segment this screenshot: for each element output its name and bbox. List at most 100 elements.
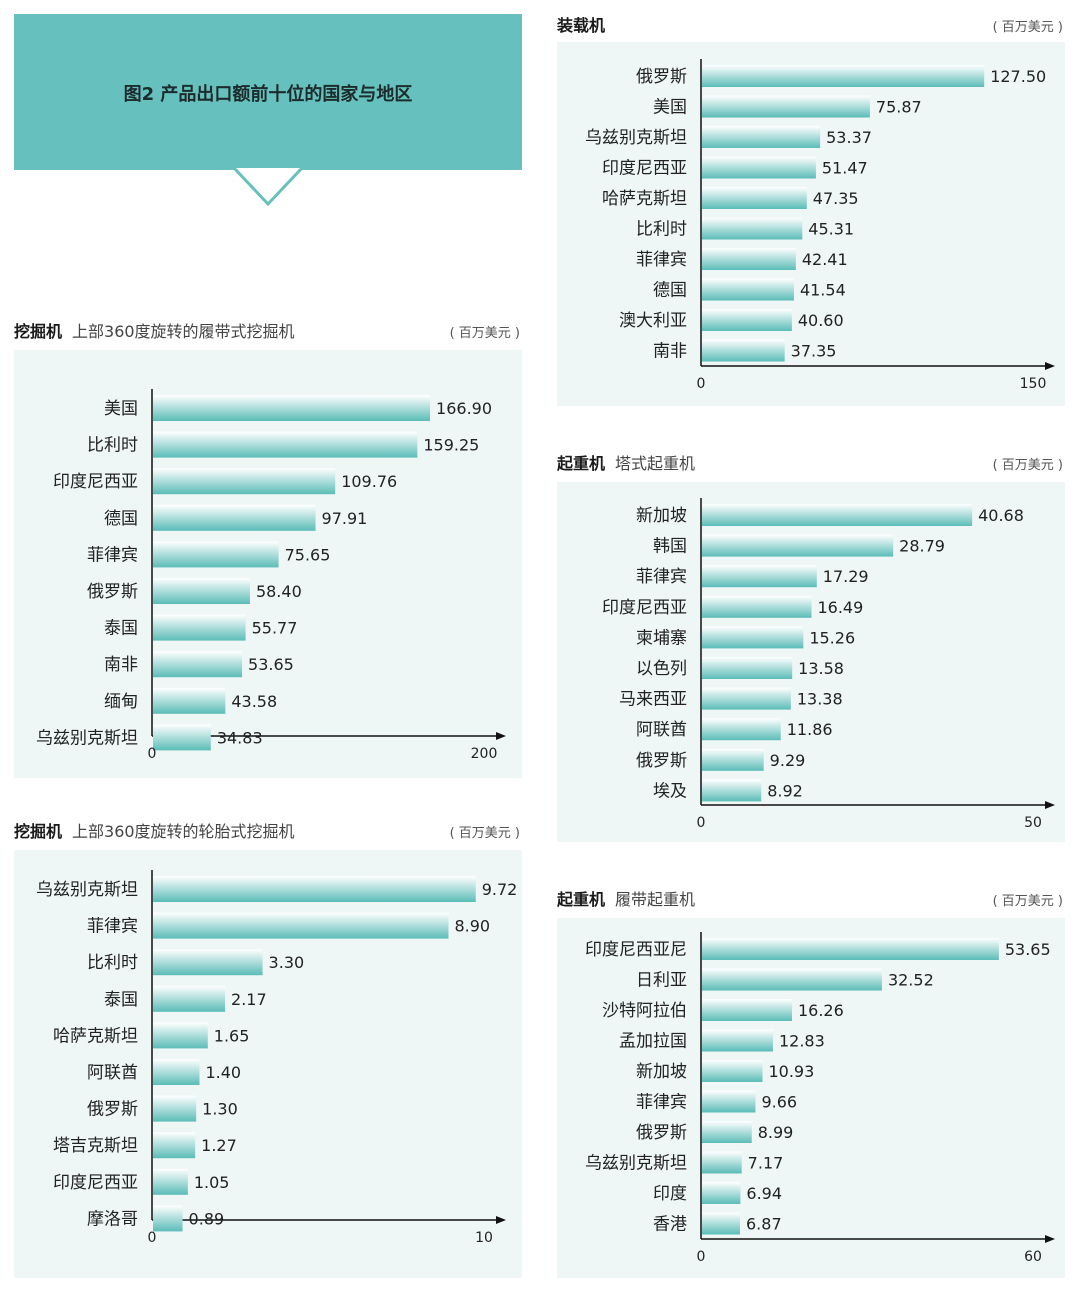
bar xyxy=(153,1205,183,1232)
data-label: 12.83 xyxy=(779,1032,825,1051)
chart-plot: 俄罗斯 127.50 美国 75.87 乌兹别克斯坦 53.37 印度尼西亚 51.47 哈萨克… xyxy=(585,59,1055,392)
chart-crawler-crane: 起重机 履带起重机 ( 百万美元 ) 印度尼西亚尼 53.65 日利亚 32.52 沙特阿… xyxy=(557,884,1065,1278)
data-label: 17.29 xyxy=(823,567,869,586)
chart-unit-label: ( 百万美元 ) xyxy=(449,326,520,341)
chart-title: 起重机 塔式起重机 xyxy=(557,450,695,474)
bar xyxy=(702,1029,773,1052)
x-axis-arrow xyxy=(1045,1235,1055,1243)
data-label: 37.35 xyxy=(791,342,837,361)
chart-title: 装载机 xyxy=(557,12,615,36)
bar xyxy=(153,468,336,495)
data-label: 6.94 xyxy=(746,1184,782,1203)
bar xyxy=(702,687,791,710)
data-label: 43.58 xyxy=(231,692,277,711)
bar xyxy=(702,156,816,179)
data-label: 32.52 xyxy=(888,971,934,990)
bar xyxy=(153,504,316,531)
data-label: 6.87 xyxy=(746,1215,782,1234)
bar xyxy=(153,876,476,902)
category-label: 印度尼西亚 xyxy=(53,1173,138,1193)
category-label: 阿联酋 xyxy=(87,1063,138,1083)
x-axis-arrow xyxy=(496,732,506,740)
tick-label: 0 xyxy=(148,1230,157,1246)
chart-plot: 乌兹别克斯坦 9.72 菲律宾 8.90 比利时 3.30 泰国 2.17 哈萨克斯坦 1.65 阿… xyxy=(36,870,517,1246)
category-label: 马来西亚 xyxy=(619,690,687,710)
chart-crawler-excavator: 挖掘机 上部360度旋转的履带式挖掘机 ( 百万美元 ) 美国 166.90 比利时 1… xyxy=(14,316,522,778)
data-label: 1.30 xyxy=(202,1100,238,1119)
bar xyxy=(702,187,807,209)
chart-loader: 装载机 ( 百万美元 ) 俄罗斯 127.50 美国 75.87 乌兹别克斯坦 53.37… xyxy=(557,10,1065,406)
data-label: 0.89 xyxy=(189,1209,225,1228)
chart-unit-label: ( 百万美元 ) xyxy=(992,20,1063,35)
data-label: 28.79 xyxy=(899,537,945,556)
data-label: 58.40 xyxy=(256,582,302,601)
category-label: 乌兹别克斯坦 xyxy=(585,1154,687,1174)
data-label: 1.40 xyxy=(205,1063,241,1082)
category-label: 南非 xyxy=(104,655,138,675)
data-label: 11.86 xyxy=(787,720,833,739)
bar xyxy=(702,1060,763,1082)
category-label: 乌兹别克斯坦 xyxy=(585,128,687,148)
category-label: 澳大利亚 xyxy=(619,311,687,331)
data-label: 51.47 xyxy=(822,159,868,178)
chart-title-main: 起重机 xyxy=(557,890,606,909)
x-axis-arrow xyxy=(1045,362,1055,370)
data-label: 8.99 xyxy=(758,1123,794,1142)
chart-title-main: 挖掘机 xyxy=(14,822,63,841)
category-label: 新加坡 xyxy=(636,1062,687,1082)
x-axis-arrow xyxy=(1045,801,1055,809)
data-label: 15.26 xyxy=(809,628,855,647)
data-label: 2.17 xyxy=(231,990,267,1009)
data-label: 109.76 xyxy=(341,472,397,491)
data-label: 127.50 xyxy=(990,67,1046,86)
category-label: 印度 xyxy=(653,1184,687,1204)
data-label: 1.27 xyxy=(201,1136,237,1155)
tick-label: 50 xyxy=(1024,815,1042,831)
bar xyxy=(702,534,894,557)
bar xyxy=(702,217,803,240)
chart-unit-label: ( 百万美元 ) xyxy=(992,894,1063,909)
bar xyxy=(702,504,973,526)
bar xyxy=(702,718,781,741)
bar xyxy=(702,565,817,588)
bar xyxy=(702,657,793,679)
bar xyxy=(153,541,279,568)
bar xyxy=(153,1095,197,1122)
bar xyxy=(153,949,263,976)
tick-label: 0 xyxy=(148,746,157,762)
chart-panel: 乌兹别克斯坦 9.72 菲律宾 8.90 比利时 3.30 泰国 2.17 哈萨克斯坦 1.65 阿… xyxy=(14,850,522,1278)
category-label: 柬埔寨 xyxy=(636,628,687,648)
category-label: 乌兹别克斯坦 xyxy=(36,728,138,748)
bar xyxy=(153,1168,188,1195)
category-label: 缅甸 xyxy=(104,692,138,712)
category-label: 德国 xyxy=(104,509,138,529)
data-label: 97.91 xyxy=(322,509,368,528)
data-label: 8.92 xyxy=(767,781,803,800)
data-label: 41.54 xyxy=(800,281,846,300)
tick-label: 150 xyxy=(1020,376,1047,392)
category-label: 摩洛哥 xyxy=(87,1209,138,1229)
category-label: 俄罗斯 xyxy=(636,1123,687,1143)
chart-title-subtitle: 上部360度旋转的履带式挖掘机 xyxy=(72,322,295,341)
bar xyxy=(702,339,785,362)
category-label: 菲律宾 xyxy=(636,250,687,270)
data-label: 166.90 xyxy=(436,399,492,418)
data-label: 13.38 xyxy=(797,690,843,709)
tick-label: 0 xyxy=(697,1249,706,1265)
bar xyxy=(702,595,812,618)
bar xyxy=(153,614,246,641)
bar xyxy=(153,431,418,458)
data-label: 55.77 xyxy=(252,619,298,638)
bar xyxy=(702,1090,756,1113)
data-label: 13.58 xyxy=(798,659,844,678)
data-label: 159.25 xyxy=(423,436,479,455)
bar xyxy=(153,651,243,678)
category-label: 香港 xyxy=(653,1215,687,1235)
tick-label: 10 xyxy=(475,1230,493,1246)
bar xyxy=(702,95,870,118)
figure-banner: 图2 产品出口额前十位的国家与地区 xyxy=(14,14,522,170)
category-label: 日利亚 xyxy=(636,971,687,991)
data-label: 53.65 xyxy=(1005,940,1051,959)
category-label: 沙特阿拉伯 xyxy=(602,1001,687,1021)
chart-title-subtitle: 塔式起重机 xyxy=(615,454,696,473)
